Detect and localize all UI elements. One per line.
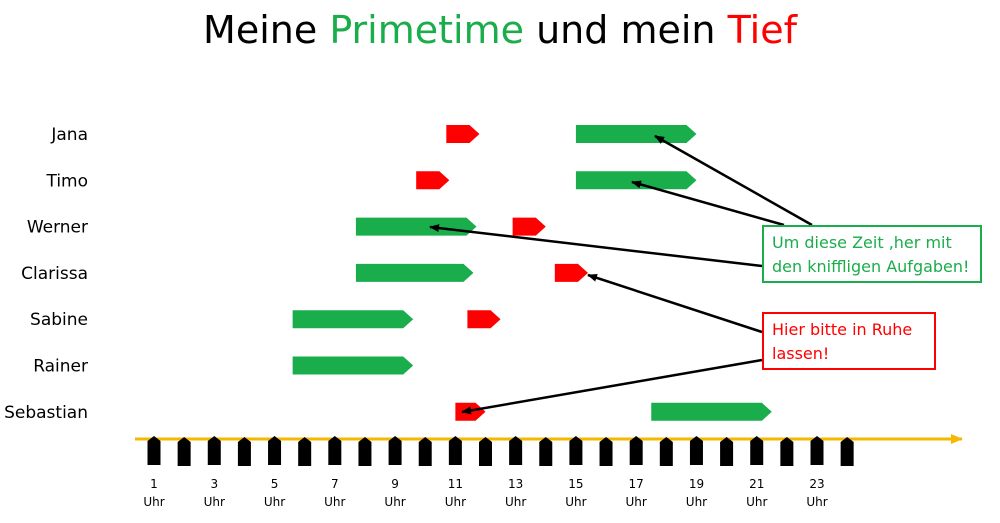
hour-marker xyxy=(720,437,734,466)
person-label: Clarissa xyxy=(21,264,88,284)
tick-label-hour: 19 xyxy=(689,477,704,491)
hour-marker xyxy=(418,437,432,466)
tick-label-hour: 1 xyxy=(150,477,158,491)
tick-label-hour: 17 xyxy=(629,477,644,491)
hour-marker xyxy=(237,437,251,466)
tick-label-uhr: Uhr xyxy=(204,495,225,509)
person-label: Sabine xyxy=(30,310,88,330)
pointer-arrow xyxy=(654,134,813,227)
tick-label-hour: 11 xyxy=(448,477,463,491)
title-tief: Tief xyxy=(727,8,797,52)
primetime-bar xyxy=(651,402,772,421)
tick-label-hour: 3 xyxy=(210,477,218,491)
hour-marker xyxy=(147,436,161,465)
hour-marker xyxy=(388,436,402,465)
primetime-bar xyxy=(292,356,414,375)
tick-label-uhr: Uhr xyxy=(445,495,466,509)
hour-marker xyxy=(539,437,553,466)
title-part-1: Meine xyxy=(203,8,318,52)
title-primetime: Primetime xyxy=(329,8,524,52)
tick-label-uhr: Uhr xyxy=(143,495,164,509)
tick-label-uhr: Uhr xyxy=(806,495,827,509)
hour-marker xyxy=(599,437,613,466)
tick-label-uhr: Uhr xyxy=(384,495,405,509)
hour-marker xyxy=(207,436,221,465)
hour-marker xyxy=(509,436,523,465)
tick-label-uhr: Uhr xyxy=(626,495,647,509)
tick-label-uhr: Uhr xyxy=(324,495,345,509)
person-label: Sebastian xyxy=(4,403,88,423)
tick-label-hour: 23 xyxy=(809,477,824,491)
hour-marker xyxy=(569,436,583,465)
low-bar xyxy=(512,217,546,236)
low-note-line2: lassen! xyxy=(772,344,830,363)
low-bar xyxy=(416,171,450,190)
hour-marker xyxy=(328,436,342,465)
primetime-bar xyxy=(575,171,697,190)
hour-marker xyxy=(298,437,312,466)
low-bar xyxy=(446,125,480,143)
hour-marker xyxy=(629,436,643,465)
hour-marker xyxy=(177,437,191,466)
primetime-bar xyxy=(355,263,474,282)
hour-marker xyxy=(689,436,703,465)
primetime-note-line1: Um diese Zeit ,her mit xyxy=(772,233,952,252)
tick-label-hour: 7 xyxy=(331,477,339,491)
low-note-line1: Hier bitte in Ruhe xyxy=(772,320,913,339)
hour-marker xyxy=(479,437,492,466)
primetime-bar xyxy=(292,310,414,329)
tick-label-uhr: Uhr xyxy=(264,495,285,509)
tick-label-hour: 21 xyxy=(749,477,764,491)
tick-label-uhr: Uhr xyxy=(746,495,767,509)
primetime-bar xyxy=(575,125,697,143)
hour-marker xyxy=(780,437,794,466)
person-label: Timo xyxy=(45,171,88,191)
tick-label-hour: 13 xyxy=(508,477,523,491)
hour-marker xyxy=(268,436,282,465)
hour-marker xyxy=(448,436,462,465)
diagram-title: Meine Primetime und mein Tief xyxy=(0,8,1000,52)
tick-label-hour: 9 xyxy=(391,477,399,491)
pointer-arrow xyxy=(461,358,763,415)
low-note: Hier bitte in Ruhe lassen! xyxy=(762,312,936,370)
pointer-arrow xyxy=(429,224,763,268)
primetime-note: Um diese Zeit ,her mit den kniffligen Au… xyxy=(762,225,982,283)
tick-label-uhr: Uhr xyxy=(565,495,586,509)
person-label: Jana xyxy=(50,125,88,145)
hour-marker xyxy=(659,437,673,466)
primetime-note-line2: den kniffligen Aufgaben! xyxy=(772,257,970,276)
tick-label-hour: 15 xyxy=(568,477,583,491)
tick-label-hour: 5 xyxy=(271,477,279,491)
hour-marker xyxy=(810,436,824,465)
low-bar xyxy=(554,263,588,282)
pointer-arrow xyxy=(587,273,763,334)
tick-label-uhr: Uhr xyxy=(505,495,526,509)
title-part-3: und mein xyxy=(536,8,716,52)
hour-marker xyxy=(840,437,854,466)
hour-marker xyxy=(750,436,764,465)
low-bar xyxy=(467,310,501,329)
pointer-arrow xyxy=(631,180,785,227)
tick-label-uhr: Uhr xyxy=(686,495,707,509)
person-label: Rainer xyxy=(33,357,88,377)
primetime-bar xyxy=(355,217,477,236)
hour-marker xyxy=(358,437,372,466)
person-label: Werner xyxy=(27,218,88,238)
